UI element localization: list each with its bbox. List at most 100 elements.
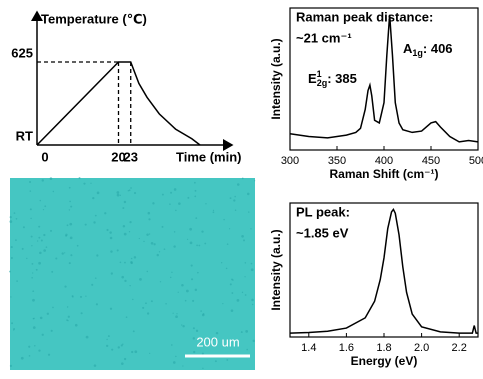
speckle: [182, 365, 183, 366]
speckle: [246, 349, 248, 351]
speckle: [145, 302, 147, 304]
speckle: [190, 242, 193, 245]
speckle: [193, 351, 195, 353]
speckle: [191, 265, 193, 267]
speckle: [33, 326, 36, 329]
speckle: [130, 187, 132, 189]
speckle: [117, 249, 119, 251]
speckle: [92, 197, 94, 199]
speckle: [202, 314, 205, 317]
speckle: [131, 262, 133, 264]
speckle: [51, 330, 53, 332]
speckle: [185, 300, 187, 302]
speckle: [11, 322, 13, 324]
speckle: [106, 339, 107, 340]
page: {"chart_data": [ {"type": "profile", "y_…: [0, 0, 483, 379]
speckle: [14, 212, 16, 214]
speckle: [195, 217, 197, 219]
speckle: [200, 310, 202, 312]
speckle: [110, 250, 112, 252]
speckle: [41, 239, 43, 241]
speckle: [31, 277, 33, 279]
speckle: [242, 292, 243, 293]
speckle: [75, 324, 78, 327]
speckle: [51, 271, 53, 273]
speckle: [43, 249, 46, 252]
speckle: [36, 269, 38, 271]
speckle: [175, 356, 176, 357]
speckle: [181, 284, 184, 287]
speckle: [251, 263, 253, 265]
speckle: [66, 319, 68, 321]
x-tick-label: 1.4: [301, 342, 316, 354]
speckle: [237, 299, 240, 302]
speckle: [213, 210, 214, 211]
speckle: [85, 296, 86, 297]
speckle: [110, 237, 113, 240]
speckle: [142, 307, 144, 309]
x-axis-label: Raman Shift (cm⁻¹): [329, 167, 438, 181]
speckle: [42, 334, 44, 336]
speckle: [148, 218, 150, 220]
speckle: [129, 221, 131, 223]
speckle: [186, 290, 189, 293]
speckle: [26, 258, 27, 259]
speckle: [79, 177, 81, 179]
speckle: [91, 284, 93, 286]
speckle: [129, 285, 130, 286]
speckle: [31, 245, 32, 246]
speckle: [64, 252, 65, 253]
speckle: [43, 209, 44, 210]
speckle: [44, 205, 46, 207]
speckle: [173, 361, 176, 364]
speckle: [30, 218, 31, 219]
speckle: [231, 309, 234, 312]
x-tick-label: 1.8: [376, 342, 391, 354]
speckle: [97, 192, 100, 195]
speckle: [85, 224, 87, 226]
speckle: [151, 242, 154, 245]
speckle: [38, 226, 40, 228]
speckle: [187, 239, 188, 240]
speckle: [134, 256, 136, 258]
speckle: [131, 258, 133, 260]
speckle: [40, 317, 43, 320]
plot-frame: [290, 203, 478, 337]
speckle: [160, 281, 161, 282]
speckle: [40, 200, 41, 201]
speckle: [117, 194, 120, 197]
y-axis-label: Intensity (a.u.): [269, 38, 283, 119]
speckle: [149, 353, 150, 354]
speckle: [191, 278, 193, 280]
speckle: [198, 245, 200, 247]
speckle: [132, 299, 133, 300]
speckle: [196, 330, 198, 332]
speckle: [116, 191, 119, 194]
x-tick-label: 300: [281, 155, 299, 167]
speckle: [223, 219, 224, 220]
peak-label-rest: : 385: [327, 71, 357, 86]
speckle: [251, 299, 254, 302]
speckle: [62, 252, 64, 254]
speckle: [182, 325, 184, 327]
peak-label: A1g: 406: [403, 41, 453, 58]
speckle: [48, 354, 50, 356]
speckle: [129, 189, 131, 191]
speckle: [205, 203, 206, 204]
speckle: [245, 330, 248, 333]
speckle: [254, 180, 255, 181]
speckle: [120, 262, 122, 264]
speckle: [9, 271, 11, 273]
speckle: [126, 316, 128, 318]
speckle: [70, 236, 73, 239]
speckle: [148, 212, 151, 215]
y-tick-label: RT: [16, 128, 33, 143]
speckle: [33, 318, 35, 320]
speckle: [43, 234, 45, 236]
speckle: [122, 344, 123, 345]
speckle: [250, 228, 251, 229]
speckle: [70, 206, 72, 208]
speckle: [151, 300, 153, 302]
speckle: [96, 303, 98, 305]
speckle: [232, 279, 234, 281]
